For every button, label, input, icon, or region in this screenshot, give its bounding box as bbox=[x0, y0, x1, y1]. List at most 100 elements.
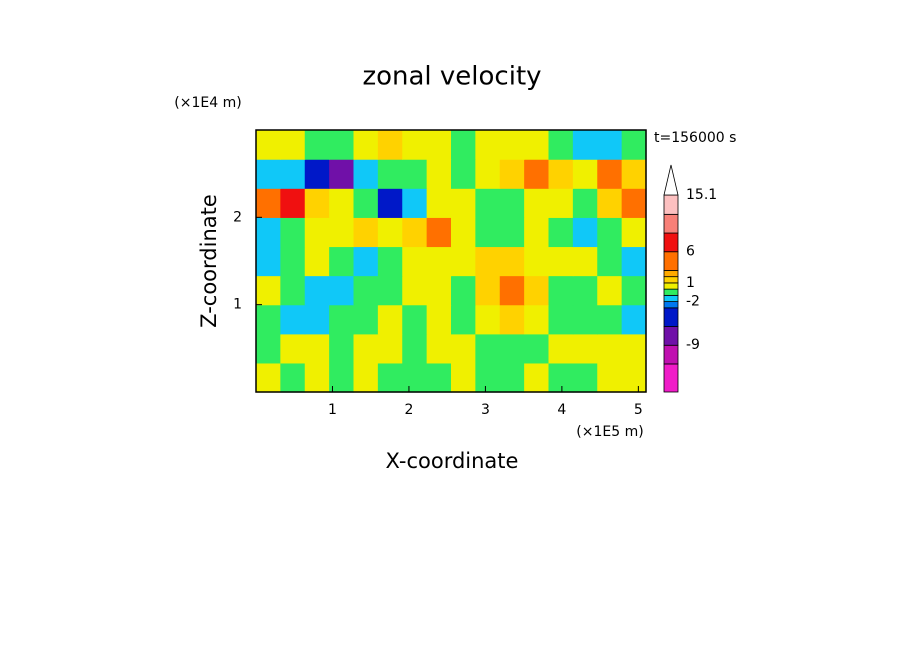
contour-cell bbox=[280, 246, 306, 277]
contour-cell bbox=[280, 362, 306, 393]
contour-cell bbox=[524, 275, 550, 306]
contour-cell bbox=[256, 246, 281, 277]
axes: 1 2 3 4 5 1 2 bbox=[233, 209, 643, 418]
contour-cell bbox=[329, 188, 355, 218]
contour-cell bbox=[572, 130, 598, 160]
contour-cell bbox=[572, 333, 598, 364]
contour-cell bbox=[402, 246, 428, 277]
contour-cell bbox=[621, 217, 647, 248]
contour-cell bbox=[499, 130, 525, 160]
contour-cell bbox=[524, 217, 550, 248]
contour-cell bbox=[304, 130, 330, 160]
contour-cell bbox=[402, 362, 428, 393]
contour-cell bbox=[280, 333, 306, 364]
contour-cell bbox=[597, 275, 623, 306]
contour-cell bbox=[548, 362, 574, 393]
contour-cell bbox=[548, 159, 574, 189]
colorbar-band bbox=[663, 301, 679, 309]
contour-cell bbox=[499, 217, 525, 248]
contour-cell bbox=[353, 362, 379, 393]
contour-cell bbox=[475, 304, 501, 335]
contour-cell bbox=[426, 217, 452, 248]
contour-cell bbox=[451, 333, 476, 364]
x-tick-label: 4 bbox=[557, 402, 566, 418]
x-unit: (×1E5 m) bbox=[576, 424, 643, 440]
contour-field bbox=[256, 130, 647, 393]
colorbar-tick-label: -9 bbox=[686, 337, 700, 353]
colorbar-band bbox=[663, 326, 679, 346]
x-tick-label: 3 bbox=[481, 402, 490, 418]
contour-cell bbox=[329, 304, 355, 335]
contour-cell bbox=[402, 130, 428, 160]
contour-cell bbox=[377, 275, 403, 306]
contour-cell bbox=[572, 159, 598, 189]
colorbar-band bbox=[663, 232, 679, 253]
contour-cell bbox=[597, 304, 623, 335]
contour-cell bbox=[329, 362, 355, 393]
contour-cell bbox=[304, 333, 330, 364]
contour-cell bbox=[353, 130, 379, 160]
contour-cell bbox=[524, 130, 550, 160]
contour-cell bbox=[256, 159, 281, 189]
contour-cell bbox=[597, 362, 623, 393]
contour-cell bbox=[377, 130, 403, 160]
colorbar-band bbox=[663, 288, 679, 296]
contour-cell bbox=[524, 304, 550, 335]
colorbar-tick-label: 1 bbox=[686, 275, 695, 291]
contour-cell bbox=[280, 217, 306, 248]
contour-cell bbox=[451, 130, 476, 160]
colorbar-band bbox=[663, 363, 679, 393]
contour-cell bbox=[548, 246, 574, 277]
colorbar-tick-label: -2 bbox=[686, 294, 700, 310]
contour-cell bbox=[597, 188, 623, 218]
contour-cell bbox=[353, 333, 379, 364]
colorbar-band bbox=[663, 194, 679, 215]
contour-cell bbox=[597, 217, 623, 248]
contour-cell bbox=[304, 246, 330, 277]
contour-cell bbox=[451, 304, 476, 335]
contour-cell bbox=[621, 333, 647, 364]
contour-cell bbox=[621, 246, 647, 277]
contour-cell bbox=[548, 333, 574, 364]
contour-cell bbox=[304, 159, 330, 189]
contour-cell bbox=[597, 159, 623, 189]
contour-cell bbox=[329, 333, 355, 364]
contour-cell bbox=[353, 188, 379, 218]
contour-cell bbox=[621, 275, 647, 306]
contour-cell bbox=[402, 333, 428, 364]
contour-cell bbox=[426, 333, 452, 364]
contour-cell bbox=[280, 188, 306, 218]
contour-cell bbox=[426, 246, 452, 277]
contour-cell bbox=[572, 362, 598, 393]
contour-cell bbox=[377, 304, 403, 335]
contour-cell bbox=[256, 188, 281, 218]
contour-cell bbox=[304, 362, 330, 393]
contour-cell bbox=[353, 275, 379, 306]
contour-cell bbox=[353, 159, 379, 189]
contour-cell bbox=[572, 246, 598, 277]
contour-cell bbox=[451, 362, 476, 393]
contour-cell bbox=[597, 333, 623, 364]
contour-cell bbox=[256, 333, 281, 364]
colorbar-band bbox=[663, 213, 679, 234]
y-tick-label: 2 bbox=[233, 209, 242, 225]
contour-cell bbox=[475, 159, 501, 189]
contour-cell bbox=[329, 159, 355, 189]
contour-cell bbox=[451, 217, 476, 248]
x-tick-label: 2 bbox=[404, 402, 413, 418]
contour-cell bbox=[426, 188, 452, 218]
colorbar-tick-label: 6 bbox=[686, 244, 695, 260]
contour-cell bbox=[377, 246, 403, 277]
contour-cell bbox=[256, 304, 281, 335]
contour-cell bbox=[548, 275, 574, 306]
contour-cell bbox=[256, 130, 281, 160]
contour-cell bbox=[475, 246, 501, 277]
contour-cell bbox=[377, 188, 403, 218]
contour-cell bbox=[524, 362, 550, 393]
contour-cell bbox=[621, 130, 647, 160]
colorbar-band bbox=[663, 251, 679, 271]
contour-cell bbox=[426, 159, 452, 189]
contour-cell bbox=[621, 304, 647, 335]
contour-cell bbox=[329, 217, 355, 248]
